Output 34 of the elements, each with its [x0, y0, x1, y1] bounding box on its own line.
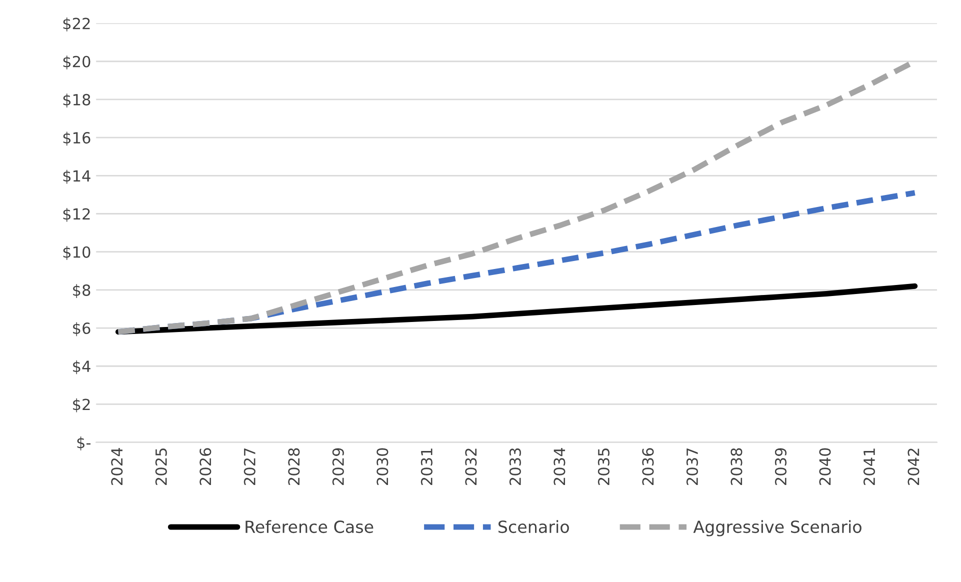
y-tick-label: $4	[73, 360, 90, 374]
x-tick-label: 2025	[155, 448, 167, 485]
y-tick-label: $18	[63, 94, 90, 108]
y-tick-label: $2	[73, 398, 90, 412]
x-tick-label: 2035	[598, 448, 610, 485]
x-tick-label: 2036	[642, 448, 654, 485]
legend-label: Scenario	[498, 520, 569, 534]
y-tick-label: $16	[63, 132, 90, 146]
y-tick-label: $8	[73, 284, 90, 298]
y-tick-label: $12	[63, 208, 90, 222]
x-tick-label: 2024	[111, 448, 123, 485]
x-tick-label: 2041	[863, 448, 876, 485]
x-tick-label: 2039	[774, 448, 787, 485]
x-tick-label: 2029	[332, 448, 344, 485]
legend-label: Aggressive Scenario	[693, 520, 862, 536]
x-tick-label: 2031	[420, 448, 432, 485]
x-tick-label: 2034	[554, 448, 566, 485]
x-tick-label: 2038	[730, 448, 742, 485]
y-tick-label: $-	[77, 436, 90, 450]
y-tick-label: $22	[63, 17, 90, 32]
x-tick-label: 2042	[908, 448, 920, 485]
x-tick-label: 2037	[686, 448, 698, 485]
x-tick-label: 2040	[819, 448, 831, 485]
x-tick-label: 2026	[200, 448, 212, 485]
legend-label: Reference Case	[246, 520, 374, 534]
x-tick-label: 2030	[376, 448, 388, 485]
x-tick-label: 2032	[465, 448, 477, 485]
y-tick-label: $14	[63, 170, 90, 184]
y-tick-label: $10	[63, 246, 90, 260]
x-tick-label: 2033	[509, 448, 521, 485]
x-tick-label: 2028	[288, 448, 300, 485]
x-tick-label: 2027	[244, 448, 256, 485]
y-tick-label: $20	[63, 56, 90, 70]
y-tick-label: $6	[73, 322, 90, 336]
